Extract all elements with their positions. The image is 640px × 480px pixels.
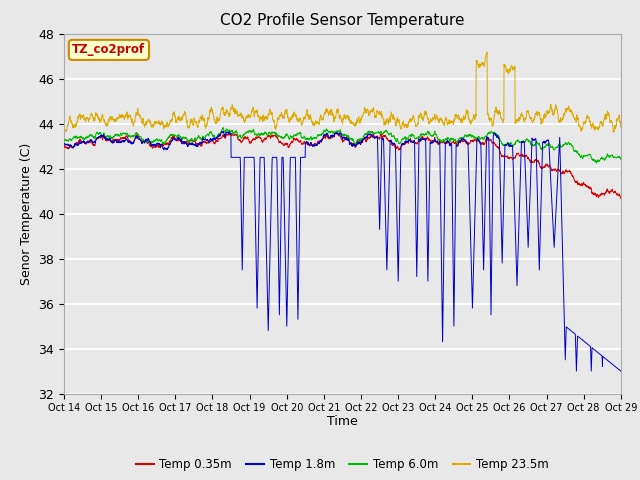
Legend: Temp 0.35m, Temp 1.8m, Temp 6.0m, Temp 23.5m: Temp 0.35m, Temp 1.8m, Temp 6.0m, Temp 2… [131,454,554,476]
X-axis label: Time: Time [327,415,358,428]
Title: CO2 Profile Sensor Temperature: CO2 Profile Sensor Temperature [220,13,465,28]
Text: TZ_co2prof: TZ_co2prof [72,43,145,56]
Y-axis label: Senor Temperature (C): Senor Temperature (C) [20,143,33,285]
